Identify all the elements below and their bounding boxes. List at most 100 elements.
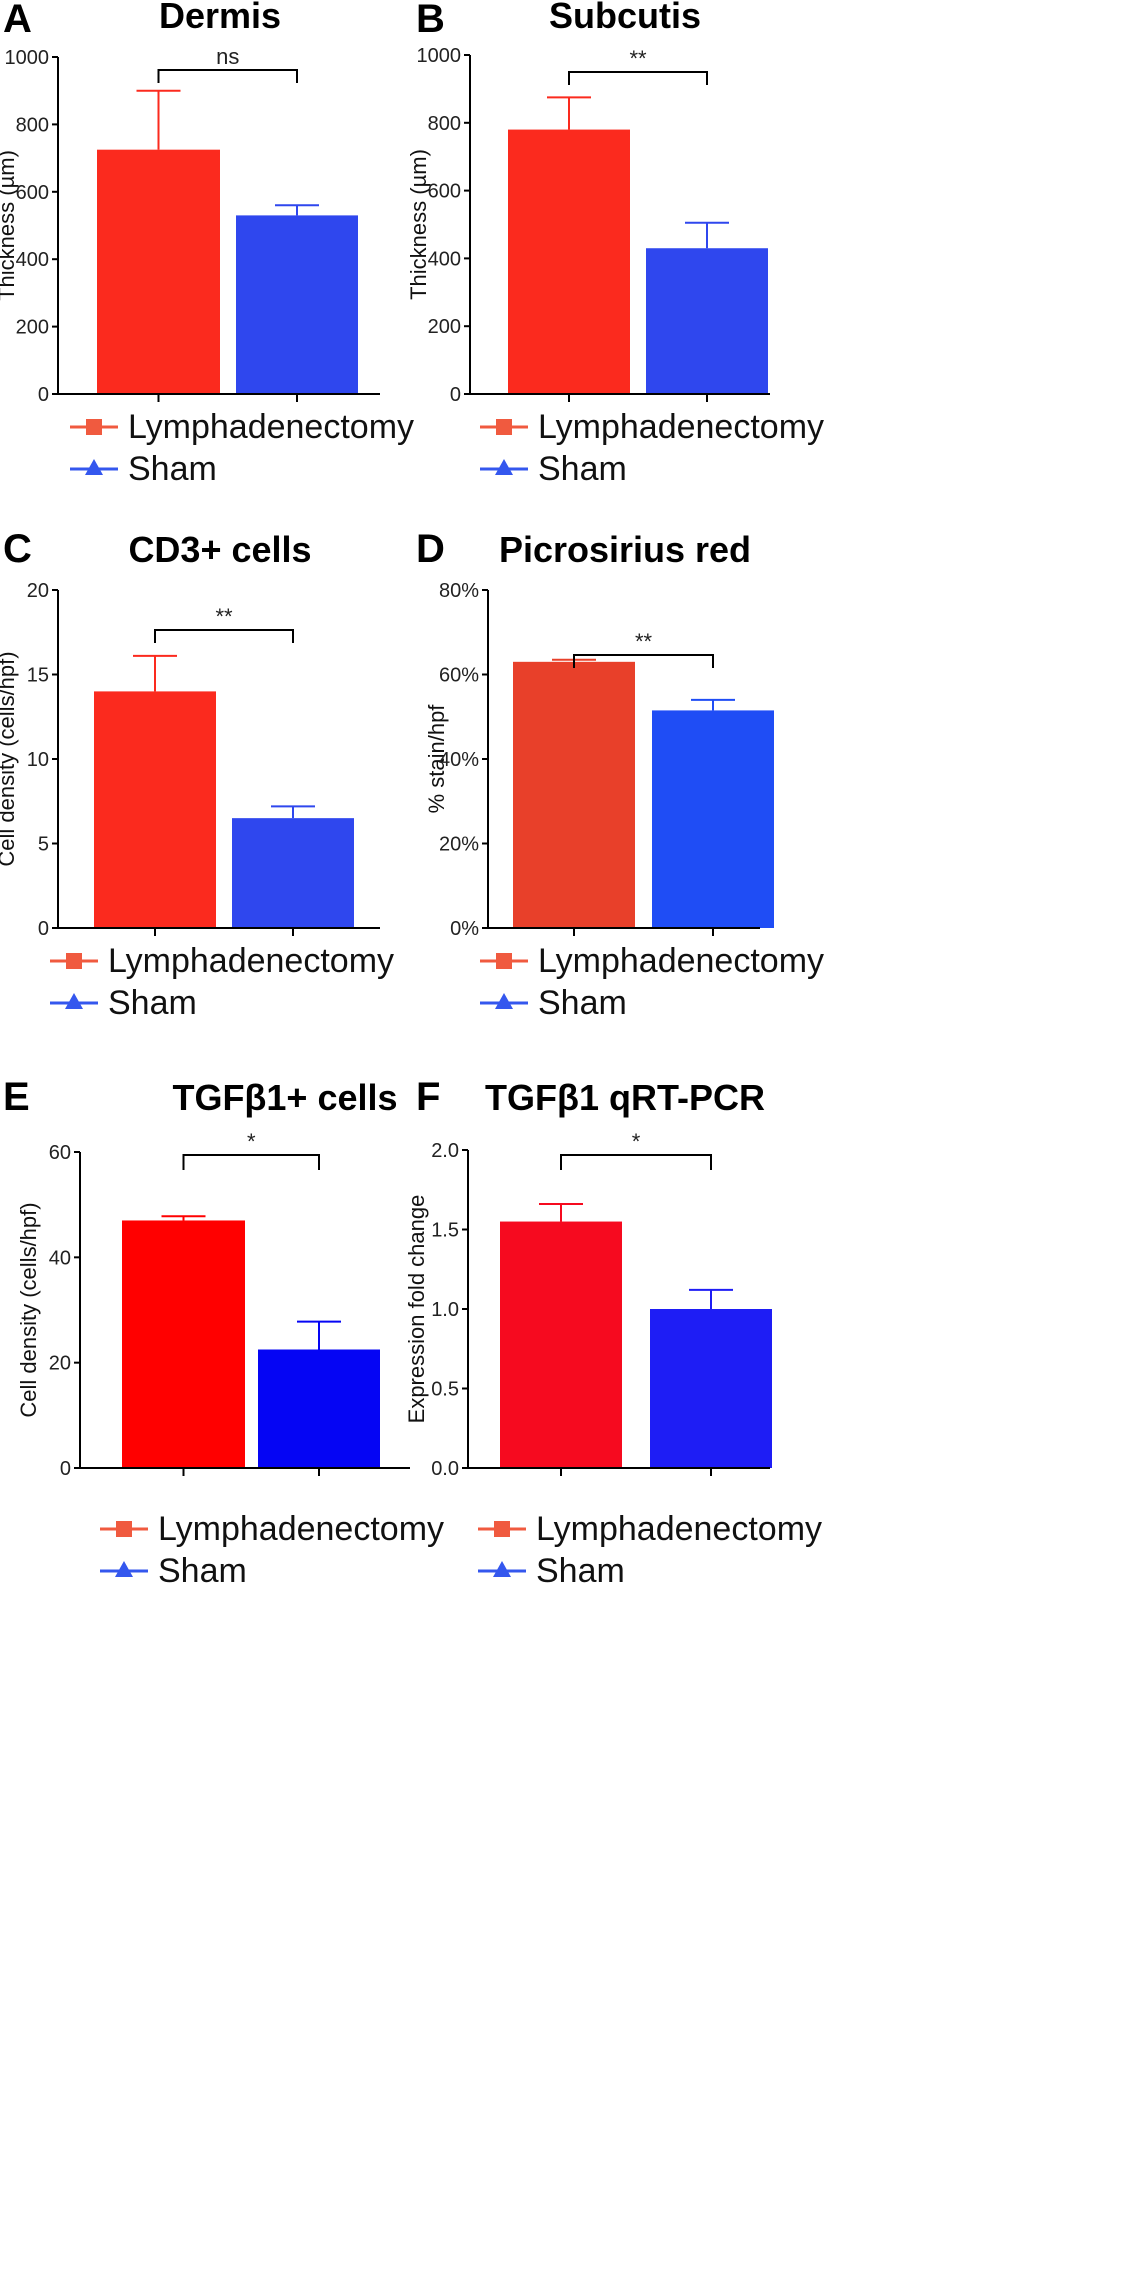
chart-panel-a: A Dermis Thickness (µm) 0 200 400 600 800 1000 ns… xyxy=(0,0,414,488)
y-axis-label: % stain/hpf xyxy=(424,704,449,814)
significance-label: ** xyxy=(629,46,647,71)
legend-label-sham: Sham xyxy=(538,984,627,1022)
square-marker-icon xyxy=(496,953,512,969)
panel-letter: A xyxy=(3,0,32,41)
legend-label-sham: Sham xyxy=(128,450,217,488)
bar-lymphadenectomy xyxy=(122,1220,245,1468)
legend: Lymphadenectomy Sham xyxy=(50,942,394,1022)
triangle-marker-icon xyxy=(493,1561,511,1577)
legend-label-sham: Sham xyxy=(158,1552,247,1590)
chart-panel-d: D Picrosirius red % stain/hpf 0% 20% 40% 60% 80… xyxy=(416,527,824,1022)
y-tick-label: 200 xyxy=(428,316,461,338)
legend-label-lymphadenectomy: Lymphadenectomy xyxy=(128,408,414,446)
significance-bracket xyxy=(154,629,294,643)
y-tick-label: 20 xyxy=(27,580,49,602)
y-axis-label: Cell density (cells/hpf) xyxy=(0,651,19,866)
chart-title: Dermis xyxy=(159,0,281,36)
bar-sham xyxy=(258,1349,380,1468)
y-tick-label: 1.5 xyxy=(431,1220,459,1242)
chart-panel-e: E TGFβ1+ cells Cell density (cells/hpf) 0 20… xyxy=(3,1075,444,1590)
legend-label-sham: Sham xyxy=(538,450,627,488)
y-axis-label: Thickness (µm) xyxy=(0,150,19,301)
legend-label-lymphadenectomy: Lymphadenectomy xyxy=(158,1510,444,1548)
triangle-marker-icon xyxy=(65,993,83,1009)
panel-letter: F xyxy=(416,1075,440,1119)
legend: Lymphadenectomy Sham xyxy=(480,408,824,488)
chart-title: Subcutis xyxy=(549,0,701,36)
y-tick-label: 20% xyxy=(439,834,479,856)
significance-label: ns xyxy=(216,44,239,69)
y-tick-label: 15 xyxy=(27,665,49,687)
square-marker-icon xyxy=(496,419,512,435)
y-axis-label: Thickness (µm) xyxy=(406,149,431,300)
y-tick-label: 400 xyxy=(16,249,49,271)
y-tick-label: 0 xyxy=(450,384,461,406)
y-tick-label: 0.5 xyxy=(431,1379,459,1401)
y-tick-label: 600 xyxy=(428,181,461,203)
bar-lymphadenectomy xyxy=(94,691,216,928)
panel-letter: B xyxy=(416,0,445,41)
y-tick-label: 10 xyxy=(27,749,49,771)
y-tick-label: 800 xyxy=(16,114,49,136)
y-axis-label: Expression fold change xyxy=(404,1195,429,1424)
legend-label-lymphadenectomy: Lymphadenectomy xyxy=(108,942,394,980)
panel-letter: E xyxy=(3,1075,30,1119)
y-tick-label: 1000 xyxy=(417,45,462,67)
bar-sham xyxy=(232,818,354,928)
legend: Lymphadenectomy Sham xyxy=(100,1510,444,1590)
y-tick-label: 0.0 xyxy=(431,1458,459,1480)
legend-label-lymphadenectomy: Lymphadenectomy xyxy=(538,942,824,980)
chart-title: Picrosirius red xyxy=(499,529,751,570)
y-tick-label: 20 xyxy=(49,1353,71,1375)
chart-title: TGFβ1 qRT-PCR xyxy=(485,1077,765,1118)
triangle-marker-icon xyxy=(115,1561,133,1577)
y-tick-label: 600 xyxy=(16,182,49,204)
y-tick-label: 0 xyxy=(38,918,49,940)
legend: Lymphadenectomy Sham xyxy=(70,408,414,488)
legend-label-sham: Sham xyxy=(536,1552,625,1590)
chart-title: TGFβ1+ cells xyxy=(172,1077,397,1118)
y-tick-label: 60% xyxy=(439,665,479,687)
y-tick-label: 2.0 xyxy=(431,1140,459,1162)
y-tick-label: 0 xyxy=(38,384,49,406)
bar-lymphadenectomy xyxy=(97,149,220,394)
significance-label: * xyxy=(632,1129,641,1154)
y-tick-label: 5 xyxy=(38,834,49,856)
chart-title: CD3+ cells xyxy=(128,529,311,570)
y-tick-label: 80% xyxy=(439,580,479,602)
significance-bracket xyxy=(568,71,708,85)
triangle-marker-icon xyxy=(495,459,513,475)
bar-sham xyxy=(652,710,774,928)
significance-bracket xyxy=(573,654,714,668)
square-marker-icon xyxy=(116,1521,132,1537)
y-tick-label: 400 xyxy=(428,248,461,270)
y-tick-label: 200 xyxy=(16,317,49,339)
panel-letter: C xyxy=(3,527,32,571)
y-tick-label: 800 xyxy=(428,113,461,135)
significance-bracket xyxy=(157,69,298,83)
triangle-marker-icon xyxy=(495,993,513,1009)
legend: Lymphadenectomy Sham xyxy=(478,1510,822,1590)
y-tick-label: 1.0 xyxy=(431,1299,459,1321)
y-tick-label: 60 xyxy=(49,1142,71,1164)
significance-bracket xyxy=(182,1154,320,1170)
y-axis-label: Cell density (cells/hpf) xyxy=(16,1202,41,1417)
chart-panel-c: C CD3+ cells Cell density (cells/hpf) 0 5 10 1… xyxy=(0,527,394,1022)
significance-label: ** xyxy=(635,629,653,654)
y-tick-label: 40% xyxy=(439,749,479,771)
bar-lymphadenectomy xyxy=(500,1221,622,1468)
triangle-marker-icon xyxy=(85,459,103,475)
significance-label: ** xyxy=(215,604,233,629)
bar-sham xyxy=(650,1309,772,1468)
y-tick-label: 1000 xyxy=(5,47,50,69)
legend-label-sham: Sham xyxy=(108,984,197,1022)
legend: Lymphadenectomy Sham xyxy=(480,942,824,1022)
legend-label-lymphadenectomy: Lymphadenectomy xyxy=(536,1510,822,1548)
significance-bracket xyxy=(560,1154,712,1170)
panel-letter: D xyxy=(416,527,445,571)
bar-sham xyxy=(646,248,768,394)
y-tick-label: 0% xyxy=(450,918,479,940)
y-tick-label: 0 xyxy=(60,1458,71,1480)
square-marker-icon xyxy=(494,1521,510,1537)
